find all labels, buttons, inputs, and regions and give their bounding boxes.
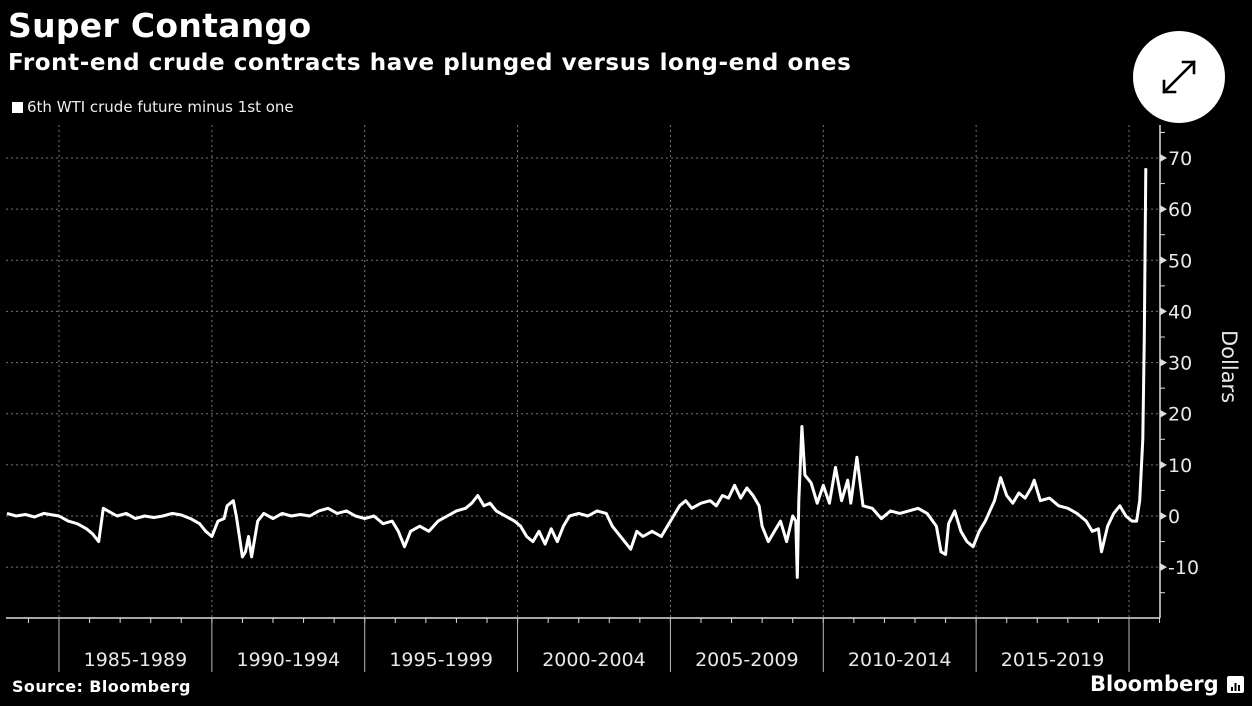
y-tick-label: 30	[1168, 353, 1192, 375]
x-category-label: 2015-2019	[1001, 649, 1105, 671]
series-line-6th-minus-1st	[6, 168, 1148, 579]
y-tick-marker	[1160, 307, 1167, 316]
y-tick-label: 20	[1168, 404, 1192, 426]
x-category-label: 1995-1999	[389, 649, 493, 671]
y-axis-ticks: -10 0 10 20 30 40 50 60 70	[1160, 131, 1199, 594]
x-category-label: 2005-2009	[695, 649, 799, 671]
legend-label: 6th WTI crude future minus 1st one	[27, 98, 294, 116]
bloomberg-chart-icon	[1226, 675, 1244, 693]
y-tick-label: 40	[1168, 301, 1192, 323]
y-axis-label: Dollars	[1217, 330, 1241, 403]
x-category-label: 1985-1989	[84, 649, 188, 671]
x-axis-labels: 1985-1989 1990-1994 1995-1999 2000-2004 2005…	[84, 649, 1105, 671]
y-tick-label: 50	[1168, 250, 1192, 272]
expand-arrows-icon	[1162, 60, 1196, 94]
axes	[6, 125, 1161, 672]
y-tick-marker	[1160, 205, 1167, 214]
y-tick-marker	[1160, 512, 1167, 520]
x-category-label: 2010-2014	[848, 649, 952, 671]
source-note: Source: Bloomberg	[12, 677, 191, 696]
y-tick-label: 0	[1168, 506, 1180, 528]
chart-subtitle: Front-end crude contracts have plunged v…	[8, 50, 852, 76]
y-tick-marker	[1160, 563, 1167, 572]
expand-button[interactable]	[1133, 31, 1225, 123]
x-category-label: 1990-1994	[236, 649, 340, 671]
y-tick-marker	[1160, 409, 1167, 418]
gridlines	[6, 125, 1160, 618]
y-tick-label: -10	[1168, 557, 1199, 579]
y-tick-marker	[1160, 460, 1167, 469]
legend-item: 6th WTI crude future minus 1st one	[12, 98, 294, 116]
y-tick-label: 60	[1168, 199, 1192, 221]
bloomberg-brand: Bloomberg	[1090, 672, 1244, 696]
y-tick-marker	[1160, 358, 1167, 367]
legend-swatch	[12, 101, 23, 113]
y-tick-marker	[1160, 154, 1167, 162]
brand-name: Bloomberg	[1090, 672, 1219, 696]
chart-title: Super Contango	[8, 6, 312, 45]
y-tick-marker	[1160, 256, 1167, 265]
y-tick-label: 70	[1168, 148, 1192, 170]
x-category-label: 2000-2004	[542, 649, 646, 671]
y-tick-label: 10	[1168, 455, 1192, 477]
